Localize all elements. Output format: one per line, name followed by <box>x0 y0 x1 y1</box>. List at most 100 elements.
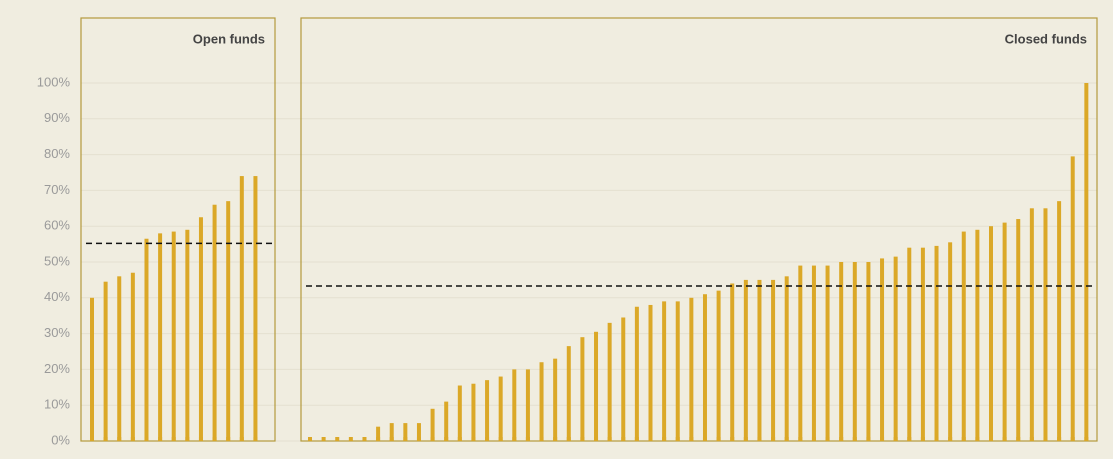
bar <box>907 247 912 441</box>
bar-foot <box>525 437 530 441</box>
bar <box>1084 83 1089 441</box>
bar-foot <box>934 437 939 441</box>
bar-foot <box>594 437 599 441</box>
bar-foot <box>403 437 408 441</box>
bar <box>920 247 925 441</box>
bar <box>811 265 816 441</box>
bar-foot <box>811 437 816 441</box>
bar <box>539 362 544 441</box>
bar <box>226 201 231 441</box>
bar-foot <box>1002 437 1007 441</box>
bar-foot <box>198 437 203 441</box>
bar-foot <box>171 437 176 441</box>
bar-foot <box>103 437 108 441</box>
bar-foot <box>185 437 190 441</box>
bar <box>158 233 163 441</box>
bar-foot <box>308 437 312 441</box>
bar-foot <box>1043 437 1048 441</box>
bar <box>90 297 94 441</box>
bar-foot <box>580 437 585 441</box>
bar <box>825 265 830 441</box>
panel-title: Open funds <box>193 31 265 46</box>
bar-foot <box>989 437 993 441</box>
bar-foot <box>430 437 435 441</box>
y-tick-label: 80% <box>44 146 70 161</box>
bar-foot <box>130 437 135 441</box>
bar <box>839 262 844 441</box>
bar <box>416 423 421 441</box>
bar-foot <box>662 437 667 441</box>
panel-frame <box>80 17 276 442</box>
bar-foot <box>866 437 871 441</box>
bar <box>730 283 735 441</box>
bar <box>1043 208 1048 441</box>
bar <box>607 322 612 441</box>
bar <box>1029 208 1034 441</box>
y-tick-label: 50% <box>44 253 70 268</box>
bar-foot <box>798 437 803 441</box>
bar <box>212 204 217 441</box>
bar-foot <box>471 437 476 441</box>
bar <box>389 423 394 441</box>
bar-foot <box>689 437 694 441</box>
bar <box>376 426 381 441</box>
y-tick-label: 100% <box>37 74 71 89</box>
bar-foot <box>702 437 707 441</box>
bar-foot <box>158 437 163 441</box>
bar <box>934 245 939 441</box>
bar-foot <box>784 437 789 441</box>
bar-foot <box>335 437 340 441</box>
bar-foot <box>416 437 421 441</box>
bar-foot <box>716 437 721 441</box>
bar-foot <box>634 437 639 441</box>
bar <box>512 369 517 441</box>
bar <box>689 297 694 441</box>
y-tick-label: 30% <box>44 325 70 340</box>
y-tick-label: 70% <box>44 182 70 197</box>
bar-foot <box>852 437 857 441</box>
bar <box>444 401 449 441</box>
bar-foot <box>1057 437 1062 441</box>
bar-foot <box>117 437 122 441</box>
y-tick-label: 60% <box>44 218 70 233</box>
bar <box>553 358 558 441</box>
bar-foot <box>893 437 898 441</box>
bar <box>866 262 871 441</box>
bar-foot <box>566 437 571 441</box>
bar <box>702 294 707 441</box>
bar <box>198 217 203 441</box>
bar <box>1070 156 1075 441</box>
bar-foot <box>825 437 830 441</box>
y-tick-label: 10% <box>44 397 70 412</box>
bar-foot <box>498 437 503 441</box>
bar <box>634 306 639 441</box>
bar <box>525 369 530 441</box>
bar <box>675 301 680 441</box>
bar <box>662 301 667 441</box>
bar-foot <box>730 437 735 441</box>
bar-foot <box>90 437 94 441</box>
bar-foot <box>253 437 258 441</box>
bar <box>648 304 653 441</box>
bar-foot <box>485 437 490 441</box>
panel-title: Closed funds <box>1005 31 1087 46</box>
bar-foot <box>1084 437 1089 441</box>
bar <box>103 281 108 441</box>
bar-foot <box>239 437 244 441</box>
bar-foot <box>757 437 762 441</box>
y-tick-label: 90% <box>44 110 70 125</box>
bar <box>457 385 462 441</box>
bar <box>975 229 980 441</box>
bar-foot <box>444 437 449 441</box>
bar <box>784 276 789 441</box>
bar <box>430 408 435 441</box>
bar <box>144 238 149 441</box>
bar <box>253 176 258 441</box>
bar <box>771 279 776 441</box>
bar <box>1002 222 1007 441</box>
bar <box>1057 201 1062 441</box>
bar-foot <box>348 437 353 441</box>
bar <box>716 290 721 441</box>
bar-foot <box>743 437 748 441</box>
